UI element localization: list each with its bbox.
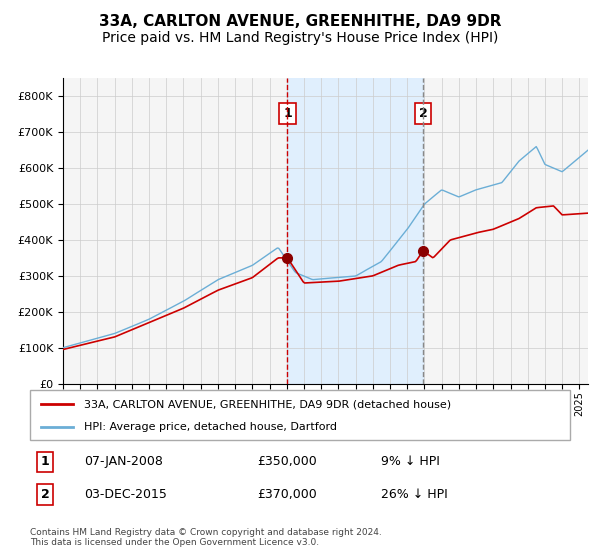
Text: 2: 2 <box>41 488 50 501</box>
FancyBboxPatch shape <box>30 390 570 440</box>
Text: 2: 2 <box>419 107 427 120</box>
Text: 1: 1 <box>41 455 50 468</box>
Text: 07-JAN-2008: 07-JAN-2008 <box>84 455 163 468</box>
Bar <box>287 78 423 384</box>
Text: HPI: Average price, detached house, Dartford: HPI: Average price, detached house, Dart… <box>84 422 337 432</box>
Text: 33A, CARLTON AVENUE, GREENHITHE, DA9 9DR (detached house): 33A, CARLTON AVENUE, GREENHITHE, DA9 9DR… <box>84 399 451 409</box>
Text: Contains HM Land Registry data © Crown copyright and database right 2024.
This d: Contains HM Land Registry data © Crown c… <box>30 528 382 547</box>
Text: 9% ↓ HPI: 9% ↓ HPI <box>381 455 440 468</box>
Text: 1: 1 <box>283 107 292 120</box>
Text: 33A, CARLTON AVENUE, GREENHITHE, DA9 9DR: 33A, CARLTON AVENUE, GREENHITHE, DA9 9DR <box>99 14 501 29</box>
Text: Price paid vs. HM Land Registry's House Price Index (HPI): Price paid vs. HM Land Registry's House … <box>102 31 498 45</box>
Text: £370,000: £370,000 <box>257 488 317 501</box>
Text: £350,000: £350,000 <box>257 455 317 468</box>
Text: 26% ↓ HPI: 26% ↓ HPI <box>381 488 448 501</box>
Text: 03-DEC-2015: 03-DEC-2015 <box>84 488 167 501</box>
